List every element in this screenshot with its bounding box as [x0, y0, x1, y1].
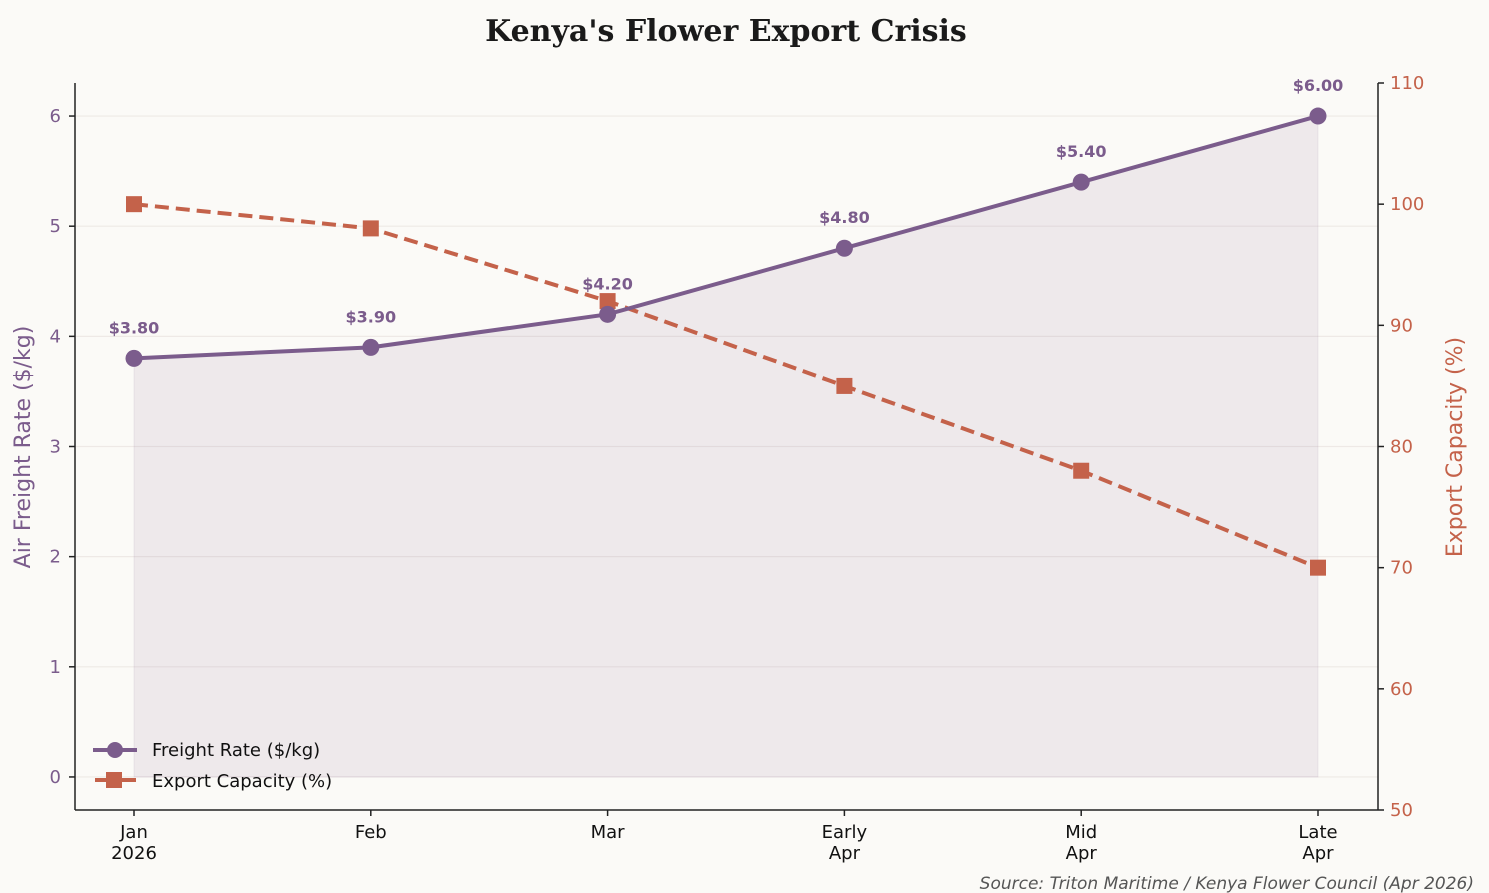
x-tick-label-line: Mid	[1065, 822, 1097, 843]
series-lines	[133, 114, 1319, 570]
source-note: Source: Triton Maritime / Kenya Flower C…	[980, 874, 1474, 893]
freight-data-label: $6.00	[1293, 76, 1344, 95]
x-tick-label: Jan 2026	[111, 822, 157, 864]
legend-marker-freight	[107, 742, 123, 758]
x-tick-label-line: Apr	[1302, 843, 1334, 864]
x-tick-label-line: Jan	[119, 822, 148, 843]
x-tick-label: Mid Apr	[1065, 822, 1097, 864]
y2-axis-label: Export Capacity (%)	[1443, 337, 1468, 557]
freight-marker	[1309, 107, 1327, 125]
capacity-marker	[1073, 462, 1090, 479]
y2-tick-label: 90	[1390, 315, 1413, 336]
y-tick-label: 3	[50, 437, 61, 458]
y-tick-label: 0	[50, 767, 61, 788]
data-labels: $3.80 $3.90 $4.20 $4.80 $5.40 $6.00	[109, 76, 1344, 337]
x-tick-label-line: Feb	[355, 822, 387, 843]
x-tick-label-line: Apr	[1066, 843, 1098, 864]
capacity-line	[133, 202, 1319, 570]
freight-marker	[599, 305, 617, 323]
x-tick-label-line: Late	[1298, 822, 1337, 843]
y-axis-label: Air Freight Rate ($/kg)	[11, 326, 36, 569]
capacity-marker	[599, 293, 616, 310]
y-tick-label: 2	[50, 547, 61, 568]
x-tick-label-line: 2026	[111, 843, 157, 864]
y-tick-label: 5	[50, 216, 61, 237]
x-tick-label: Feb	[355, 822, 387, 843]
freight-data-label: $4.20	[582, 274, 633, 293]
y2-tick-label: 60	[1390, 679, 1413, 700]
legend: Freight Rate ($/kg) Export Capacity (%)	[93, 740, 332, 792]
freight-marker	[835, 239, 853, 257]
gridlines	[75, 115, 1378, 778]
freight-data-label: $5.40	[1056, 142, 1107, 161]
chart-title: Kenya's Flower Export Crisis	[485, 14, 967, 49]
y-tick-label: 6	[50, 106, 61, 127]
freight-marker	[125, 349, 143, 367]
x-tick-label-line: Early	[822, 822, 868, 843]
x-tick-label-line: Apr	[829, 843, 861, 864]
y2-tick-label: 50	[1390, 800, 1413, 821]
freight-data-label: $3.90	[345, 307, 396, 326]
y2-tick-label: 100	[1390, 194, 1424, 215]
x-tick-label: Late Apr	[1298, 822, 1337, 864]
capacity-marker	[362, 220, 379, 237]
freight-data-label: $3.80	[109, 318, 160, 337]
legend-label-capacity: Export Capacity (%)	[152, 771, 332, 792]
y2-tick-label: 110	[1390, 73, 1424, 94]
capacity-marker	[1310, 559, 1326, 576]
y2-tick-label: 70	[1390, 558, 1413, 579]
freight-marker	[1072, 173, 1090, 191]
ticks: 0 1 2 3 4 5 6 50 60 70 80 90 100 110 Jan 2026 Feb Mar Earl…	[50, 73, 1425, 864]
legend-marker-capacity	[106, 772, 122, 788]
freight-data-label: $4.80	[819, 208, 870, 227]
x-tick-label-line: Mar	[591, 822, 626, 843]
capacity-marker	[126, 196, 142, 213]
legend-label-freight: Freight Rate ($/kg)	[152, 740, 320, 761]
freight-marker	[362, 338, 380, 356]
y-tick-label: 1	[50, 657, 61, 678]
capacity-marker	[836, 377, 853, 394]
x-tick-label: Mar	[591, 822, 626, 843]
x-tick-label: Early Apr	[822, 822, 868, 864]
series-markers	[125, 107, 1327, 576]
y-tick-label: 4	[50, 326, 61, 347]
y2-tick-label: 80	[1390, 437, 1413, 458]
freight-line	[133, 114, 1319, 361]
